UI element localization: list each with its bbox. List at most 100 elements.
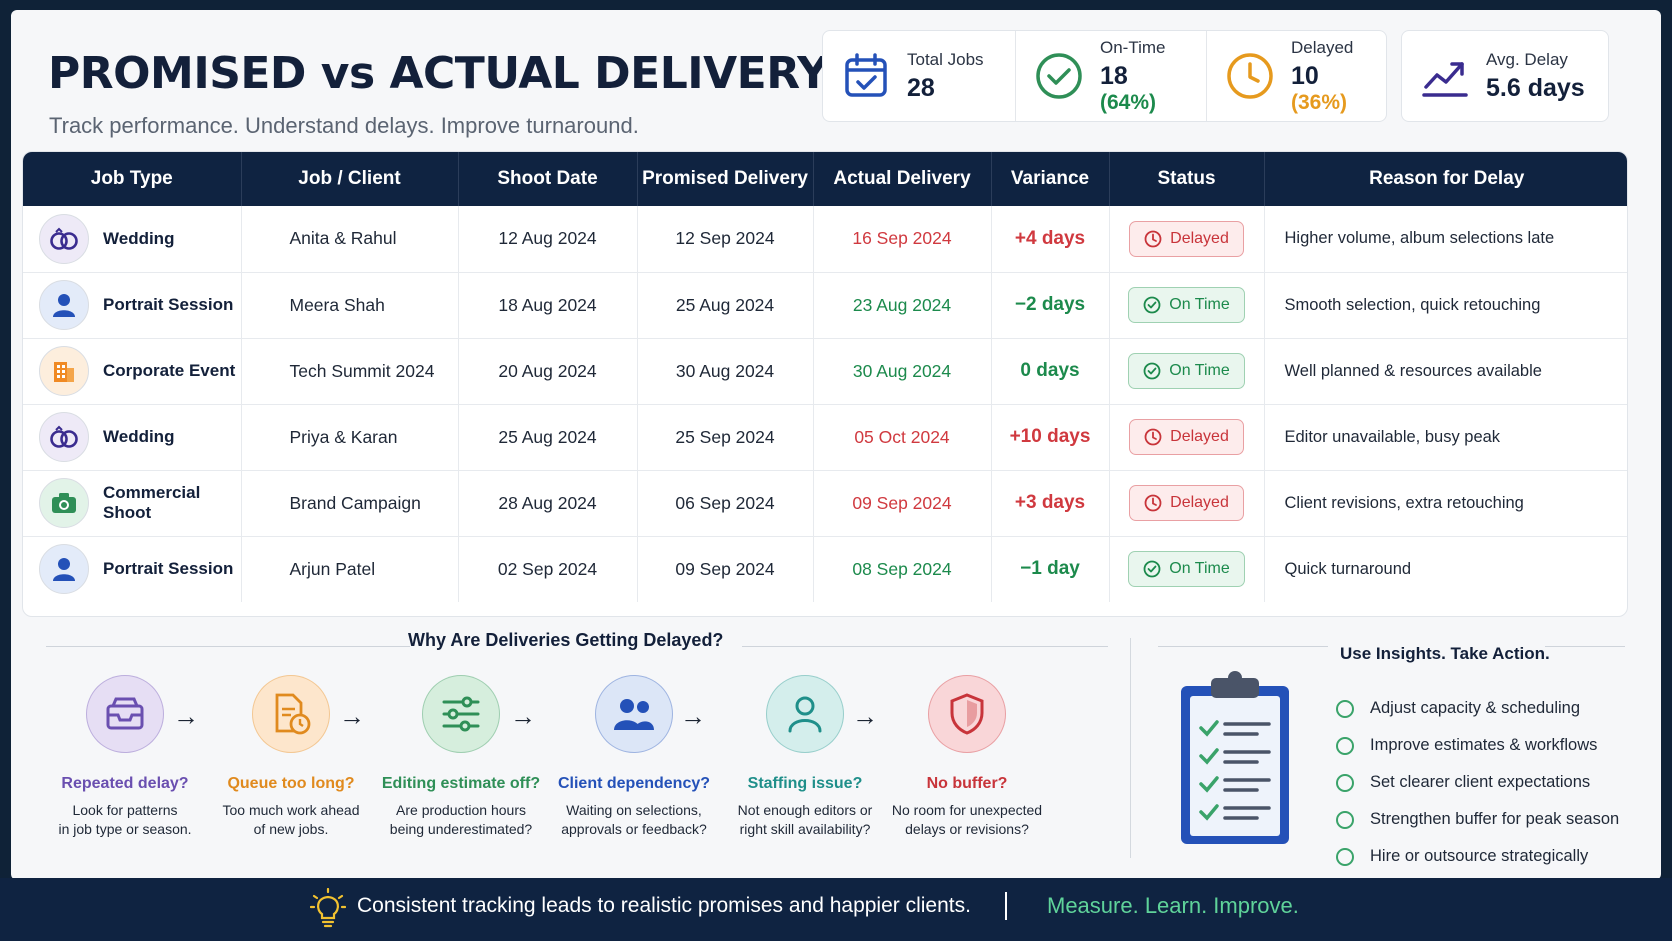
action-item: Adjust capacity & scheduling [1336, 690, 1619, 727]
cause-description-line: No room for unexpected [891, 802, 1043, 818]
clipboard-checklist-icon [1181, 671, 1289, 844]
table-row[interactable]: Commercial Shoot Brand Campaign 28 Aug 2… [23, 470, 1627, 537]
status-badge: On Time [1128, 287, 1245, 323]
cell-variance: +3 days [991, 470, 1110, 537]
page-subtitle: Track performance. Understand delays. Im… [49, 113, 639, 138]
table-row[interactable]: Wedding Priya & Karan 25 Aug 2024 25 Sep… [23, 404, 1627, 471]
cell-client: Anita & Rahul [241, 206, 459, 273]
job-type-label: Portrait Session [103, 559, 234, 579]
column-header[interactable]: Promised Delivery [637, 152, 814, 206]
status-label: Delayed [1170, 494, 1229, 511]
stat-percent: (36%) [1291, 90, 1348, 114]
divider-line [742, 646, 1108, 647]
user-icon [766, 675, 844, 753]
stats-bar: Total Jobs 28 On-Time 18 (64%) Delayed 1 [822, 30, 1609, 122]
job-type-label: Portrait Session [103, 295, 234, 314]
footer-message: Consistent tracking leads to realistic p… [357, 894, 971, 917]
stat-label: Delayed [1291, 37, 1354, 57]
cause-card: No buffer? No room for unexpected delays… [882, 675, 1052, 839]
table-row[interactable]: Portrait Session Arjun Patel 02 Sep 2024… [23, 536, 1627, 602]
column-header[interactable]: Shoot Date [458, 152, 638, 206]
cell-reason: Quick turnaround [1284, 559, 1412, 578]
cell-job-type: Commercial Shoot [23, 470, 242, 537]
stat-label: On-Time [1100, 37, 1166, 57]
stats-group-avg: Avg. Delay 5.6 days [1401, 30, 1609, 122]
action-item: Improve estimates & workflows [1336, 727, 1619, 764]
cell-variance: −1 day [991, 536, 1110, 602]
cell-status: On Time [1109, 272, 1265, 339]
stat-value: 18 [1100, 61, 1128, 90]
cause-description: Are production hours being underestimate… [376, 801, 546, 839]
cell-promised-date: 25 Sep 2024 [637, 404, 814, 471]
cell-job-type: Portrait Session [23, 536, 242, 602]
stat-value: 5.6 days [1486, 73, 1585, 102]
action-item: Set clearer client expectations [1336, 764, 1619, 801]
cell-actual-date: 16 Sep 2024 [813, 206, 992, 273]
cause-description-line: delays or revisions? [905, 821, 1029, 837]
shield-icon [928, 675, 1006, 753]
cell-variance: +10 days [991, 404, 1110, 471]
table-row[interactable]: Corporate Event Tech Summit 2024 20 Aug … [23, 338, 1627, 405]
cause-card: Repeated delay? Look for patterns in job… [40, 675, 210, 839]
cause-title: Queue too long? [227, 775, 355, 792]
table-row[interactable]: Wedding Anita & Rahul 12 Aug 2024 12 Sep… [23, 206, 1627, 273]
column-header[interactable]: Status [1109, 152, 1265, 206]
cell-actual-date: 08 Sep 2024 [813, 536, 992, 602]
cell-status: Delayed [1109, 206, 1265, 273]
cause-title: Editing estimate off? [381, 775, 541, 792]
cause-title: No buffer? [926, 775, 1008, 792]
status-badge: Delayed [1129, 485, 1244, 521]
column-header[interactable]: Variance [991, 152, 1110, 206]
cell-job-type: Wedding [23, 404, 242, 471]
lightbulb-icon [310, 888, 346, 928]
arrow-right-icon: → [173, 701, 199, 731]
cell-job-type: Portrait Session [23, 272, 242, 339]
arrow-right-icon: → [680, 701, 706, 731]
column-header[interactable]: Job Type [23, 152, 242, 206]
cause-description-line: Too much work ahead [222, 802, 360, 818]
cell-variance: +4 days [991, 206, 1110, 273]
cause-card: Staffing issue? Not enough editors or ri… [720, 675, 890, 839]
job-type-label: Corporate Event [103, 361, 236, 380]
table-header-row: Job Type Job / Client Shoot Date Promise… [23, 152, 1627, 206]
stat-total-jobs: Total Jobs 28 [823, 31, 1015, 121]
calendar-check-icon [845, 53, 887, 97]
cell-reason: Client revisions, extra retouching [1264, 470, 1627, 537]
cause-description: No room for unexpected delays or revisio… [882, 801, 1052, 839]
stat-label: Total Jobs [907, 49, 984, 69]
cell-status: On Time [1109, 536, 1265, 602]
cell-reason: Editor unavailable, busy peak [1264, 404, 1627, 471]
inbox-icon [86, 675, 164, 753]
cell-shoot-date: 18 Aug 2024 [458, 272, 638, 339]
column-header[interactable]: Actual Delivery [813, 152, 992, 206]
clock-icon [1144, 494, 1162, 512]
cell-reason: Well planned & resources available [1264, 338, 1627, 405]
cell-shoot-date: 02 Sep 2024 [458, 536, 638, 602]
stat-avg-delay: Avg. Delay 5.6 days [1402, 31, 1608, 121]
trend-up-icon [1422, 62, 1468, 97]
action-item: Hire or outsource strategically [1336, 838, 1619, 875]
column-header[interactable]: Reason for Delay [1264, 152, 1627, 206]
check-circle-icon [1143, 560, 1161, 578]
cell-promised-date: 09 Sep 2024 [637, 536, 814, 602]
table-row[interactable]: Portrait Session Meera Shah 18 Aug 2024 … [23, 272, 1627, 339]
camera-icon [39, 478, 89, 528]
column-header[interactable]: Job / Client [241, 152, 459, 206]
cause-description: Too much work ahead of new jobs. [206, 801, 376, 839]
cell-status: Delayed [1109, 404, 1265, 471]
cell-reason: Higher volume, album selections late [1264, 206, 1627, 273]
rings-icon [39, 412, 89, 462]
check-circle-icon [1143, 362, 1161, 380]
circle-bullet-icon [1336, 699, 1354, 718]
clock-icon [1144, 428, 1162, 446]
cause-description-line: in job type or season. [58, 821, 192, 837]
action-label: Improve estimates & workflows [1370, 736, 1598, 754]
cell-job-type: Wedding [23, 206, 242, 273]
cause-description: Look for patterns in job type or season. [40, 801, 210, 839]
cell-promised-date: 25 Aug 2024 [637, 272, 814, 339]
job-type-label: Wedding [103, 427, 175, 446]
cell-actual-date: 05 Oct 2024 [813, 404, 992, 471]
cause-description: Not enough editors or right skill availa… [720, 801, 890, 839]
cause-card: Editing estimate off? Are production hou… [376, 675, 546, 839]
status-badge: Delayed [1129, 419, 1244, 455]
